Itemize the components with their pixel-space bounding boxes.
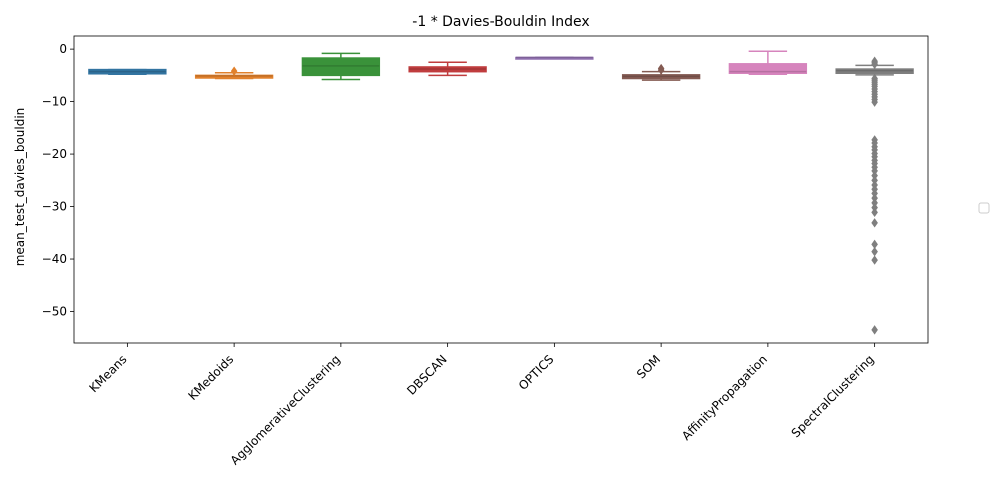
legend-box — [978, 202, 990, 214]
box-body — [301, 57, 381, 77]
x-tick-label: AgglomerativeClustering — [228, 352, 343, 467]
chart-title: -1 * Davies-Bouldin Index — [412, 14, 589, 30]
outlier-point — [871, 255, 878, 265]
box-AffinityPropagation — [728, 50, 808, 76]
box-KMeans — [88, 68, 167, 76]
y-tick-label: −30 — [42, 200, 67, 214]
plot-area — [73, 35, 929, 344]
axes-group: 0 −10 −20 −30 −40 −50 KMeans KMedoidsAgglomerat… — [42, 42, 877, 467]
box-OPTICS — [515, 56, 594, 60]
outlier-point — [871, 59, 878, 70]
x-tick-label: AffinityPropagation — [679, 352, 770, 443]
outlier-point — [657, 65, 665, 75]
y-tick-label: −10 — [42, 95, 67, 109]
y-tick-label: −20 — [42, 147, 67, 161]
y-tick-label: −40 — [42, 252, 67, 266]
box-AgglomerativeClustering — [301, 52, 381, 81]
y-tick-label: 0 — [59, 42, 67, 56]
box-SpectralClustering — [835, 56, 914, 335]
outlier-point — [871, 246, 878, 257]
outlier-point — [871, 325, 878, 335]
y-tick-label: −50 — [42, 305, 67, 319]
outlier-point — [871, 207, 878, 218]
x-tick-label: OPTICS — [516, 352, 557, 393]
x-tick-label: SpectralClustering — [789, 352, 877, 440]
outlier-point — [871, 97, 878, 107]
box-KMedoids — [194, 66, 274, 80]
y-axis-label: mean_test_davies_bouldin — [13, 108, 27, 267]
box-DBSCAN — [408, 61, 487, 77]
box-body — [728, 63, 808, 75]
box-SOM — [621, 63, 701, 81]
plot-frame — [73, 35, 929, 344]
outlier-point — [230, 66, 238, 76]
x-tick-label: SOM — [634, 352, 663, 381]
x-tick-label: KMeans — [86, 352, 129, 395]
boxes-group — [88, 50, 914, 335]
x-tick-label: KMedoids — [185, 352, 236, 403]
x-tick-label: DBSCAN — [404, 352, 450, 398]
outlier-point — [871, 218, 878, 228]
